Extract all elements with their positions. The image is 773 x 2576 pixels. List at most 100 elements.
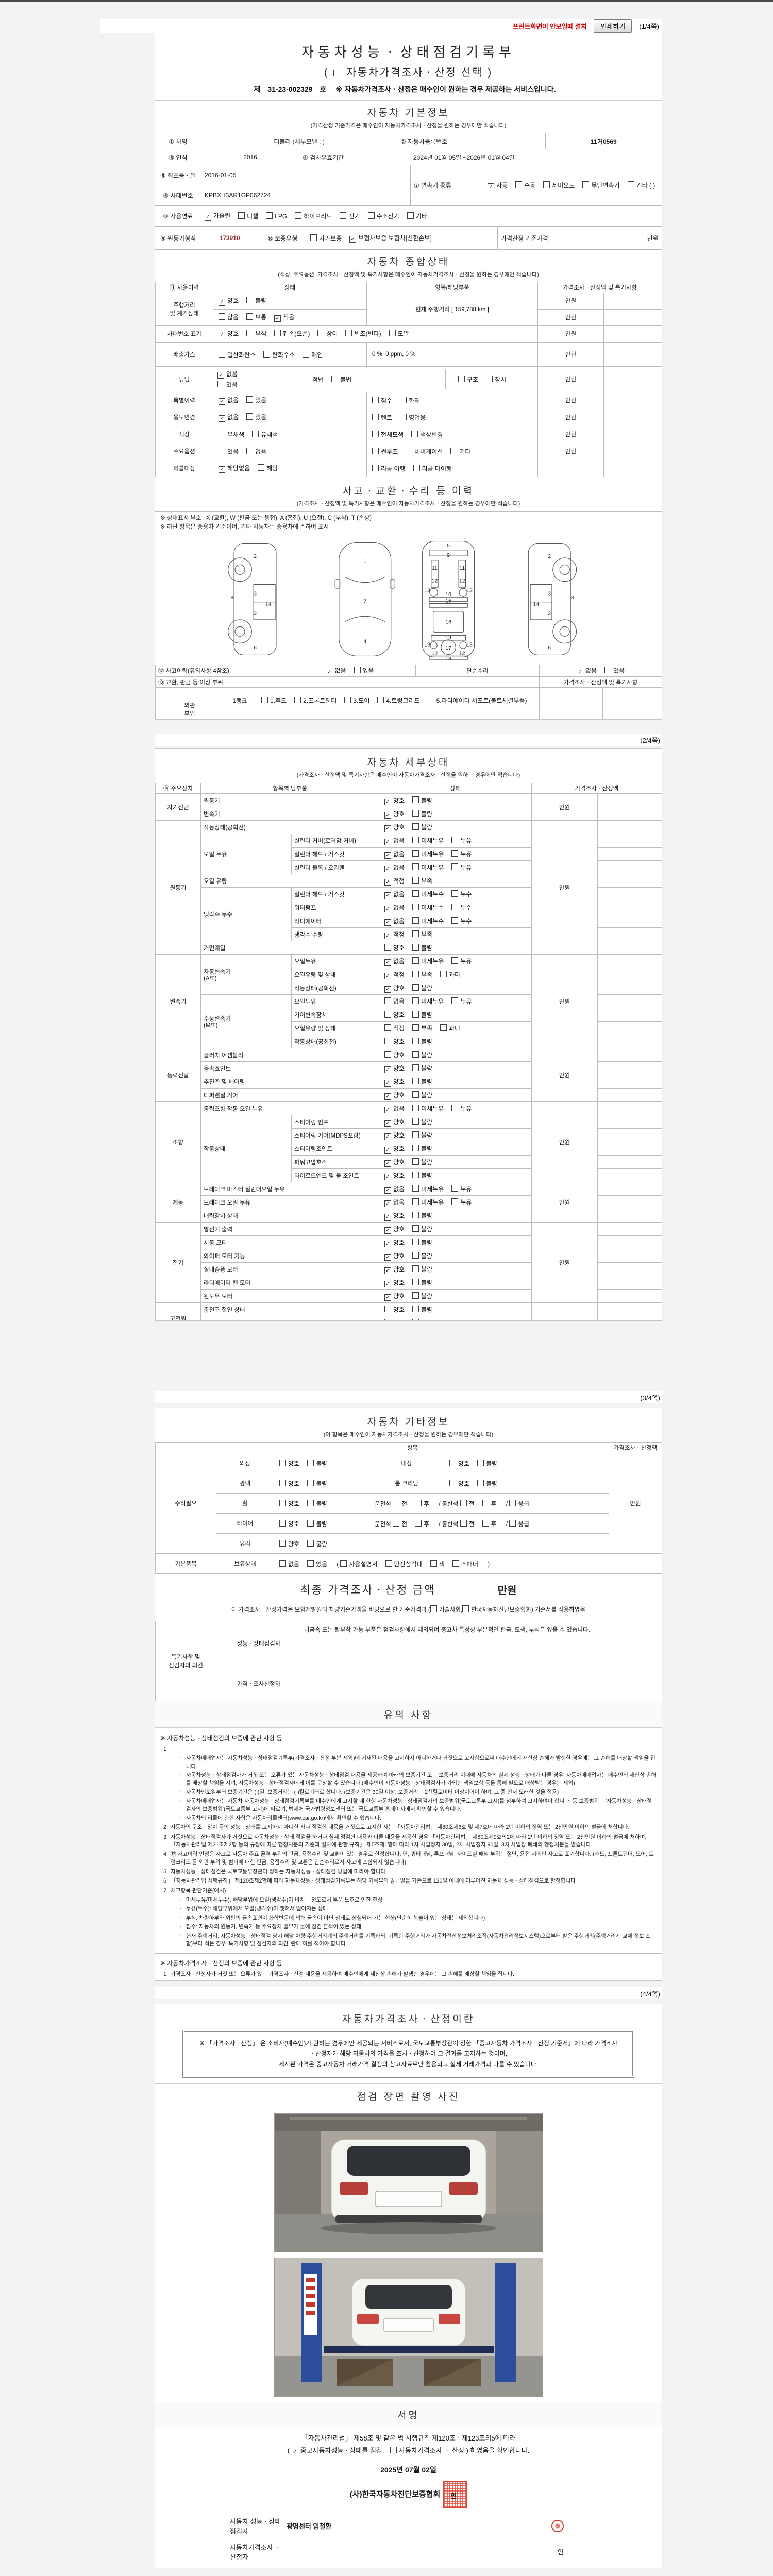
std1-checkbox[interactable] <box>430 1605 437 1612</box>
checkbox[interactable] <box>384 1187 391 1194</box>
checkbox[interactable] <box>279 1519 286 1527</box>
checkbox[interactable] <box>219 415 225 422</box>
checkbox[interactable] <box>384 1011 391 1018</box>
checkbox[interactable] <box>458 375 465 382</box>
checkbox[interactable] <box>412 1225 419 1232</box>
checkbox[interactable] <box>412 890 419 897</box>
checkbox[interactable] <box>412 1171 419 1178</box>
checkbox[interactable] <box>576 668 583 675</box>
checkbox[interactable] <box>451 997 459 1004</box>
checkbox[interactable] <box>349 236 357 243</box>
checkbox[interactable] <box>412 984 419 991</box>
checkbox[interactable] <box>217 372 224 379</box>
checkbox[interactable] <box>307 1479 314 1486</box>
checkbox[interactable] <box>482 1499 489 1506</box>
checkbox[interactable] <box>279 1499 286 1506</box>
checkbox[interactable] <box>384 959 391 966</box>
checkbox[interactable] <box>258 464 265 471</box>
checkbox[interactable] <box>400 396 407 403</box>
checkbox[interactable] <box>384 1093 391 1100</box>
checkbox[interactable] <box>412 809 419 817</box>
checkbox[interactable] <box>412 1306 419 1312</box>
checkbox[interactable] <box>451 957 459 964</box>
checkbox[interactable] <box>384 1106 391 1113</box>
checkbox[interactable] <box>279 1459 286 1466</box>
checkbox[interactable] <box>412 1064 419 1071</box>
checkbox[interactable] <box>412 1265 419 1272</box>
checkbox[interactable] <box>451 863 459 870</box>
checkbox[interactable] <box>384 1267 391 1274</box>
checkbox[interactable] <box>451 836 459 843</box>
checkbox[interactable] <box>332 719 339 720</box>
checkbox[interactable] <box>460 1519 467 1527</box>
checkbox[interactable] <box>400 413 407 420</box>
checkbox[interactable] <box>384 1253 391 1261</box>
checkbox[interactable] <box>377 719 384 720</box>
checkbox[interactable] <box>430 1560 437 1567</box>
checkbox[interactable] <box>412 917 419 924</box>
checkbox[interactable] <box>440 970 447 977</box>
checkbox[interactable] <box>477 1459 484 1466</box>
checkbox[interactable] <box>252 430 259 437</box>
checkbox[interactable] <box>384 1200 391 1207</box>
checkbox[interactable] <box>412 1131 419 1138</box>
checkbox[interactable] <box>384 838 391 845</box>
checkbox[interactable] <box>412 1011 419 1018</box>
checkbox[interactable] <box>412 1238 419 1245</box>
std2-checkbox[interactable] <box>462 1605 469 1612</box>
checkbox[interactable] <box>582 181 590 188</box>
checkbox[interactable] <box>307 1539 314 1547</box>
checkbox[interactable] <box>384 892 391 899</box>
checkbox[interactable] <box>509 1499 516 1506</box>
checkbox[interactable] <box>412 970 419 977</box>
checkbox[interactable] <box>384 1120 391 1127</box>
checkbox[interactable] <box>331 375 339 382</box>
checkbox[interactable] <box>384 919 391 926</box>
checkbox[interactable] <box>384 1146 391 1154</box>
checkbox[interactable] <box>412 1319 419 1320</box>
checkbox[interactable] <box>385 1560 392 1567</box>
checkbox[interactable] <box>367 212 375 219</box>
checkbox[interactable] <box>384 1280 391 1287</box>
checkbox[interactable] <box>307 1499 314 1506</box>
checkbox[interactable] <box>384 811 391 819</box>
checkbox[interactable] <box>451 890 459 897</box>
checkbox[interactable] <box>412 1144 419 1151</box>
checkbox[interactable] <box>451 1184 459 1192</box>
checkbox[interactable] <box>449 1479 456 1486</box>
checkbox[interactable] <box>427 697 434 703</box>
checkbox[interactable] <box>384 1306 391 1312</box>
checkbox[interactable] <box>509 1519 516 1527</box>
checkbox[interactable] <box>384 1319 391 1320</box>
checkbox[interactable] <box>384 986 391 993</box>
checkbox[interactable] <box>412 1104 419 1111</box>
checkbox[interactable] <box>384 944 391 951</box>
checkbox[interactable] <box>412 850 419 857</box>
checkbox[interactable] <box>219 299 225 306</box>
checkbox[interactable] <box>384 878 391 886</box>
checkbox[interactable] <box>412 957 419 964</box>
checkbox[interactable] <box>384 932 391 939</box>
checkbox[interactable] <box>303 350 310 358</box>
checkbox[interactable] <box>412 836 419 843</box>
checkbox[interactable] <box>219 332 225 338</box>
checkbox[interactable] <box>279 1539 286 1547</box>
checkbox[interactable] <box>384 1227 391 1234</box>
checkbox[interactable] <box>482 1519 489 1527</box>
checkbox[interactable] <box>219 398 225 405</box>
checkbox[interactable] <box>219 350 225 358</box>
checkbox[interactable] <box>389 330 396 336</box>
checkbox[interactable] <box>412 876 419 884</box>
checkbox[interactable] <box>384 1066 391 1073</box>
checkbox[interactable] <box>412 1038 419 1044</box>
checkbox[interactable] <box>217 381 224 387</box>
checkbox[interactable] <box>261 697 268 703</box>
checkbox[interactable] <box>449 1459 456 1466</box>
checkbox[interactable] <box>384 1173 391 1180</box>
checkbox[interactable] <box>372 447 379 454</box>
checkbox[interactable] <box>412 1077 419 1084</box>
checkbox[interactable] <box>246 396 254 403</box>
checkbox[interactable] <box>304 375 310 382</box>
checkbox[interactable] <box>377 697 384 703</box>
checkbox[interactable] <box>317 330 325 336</box>
